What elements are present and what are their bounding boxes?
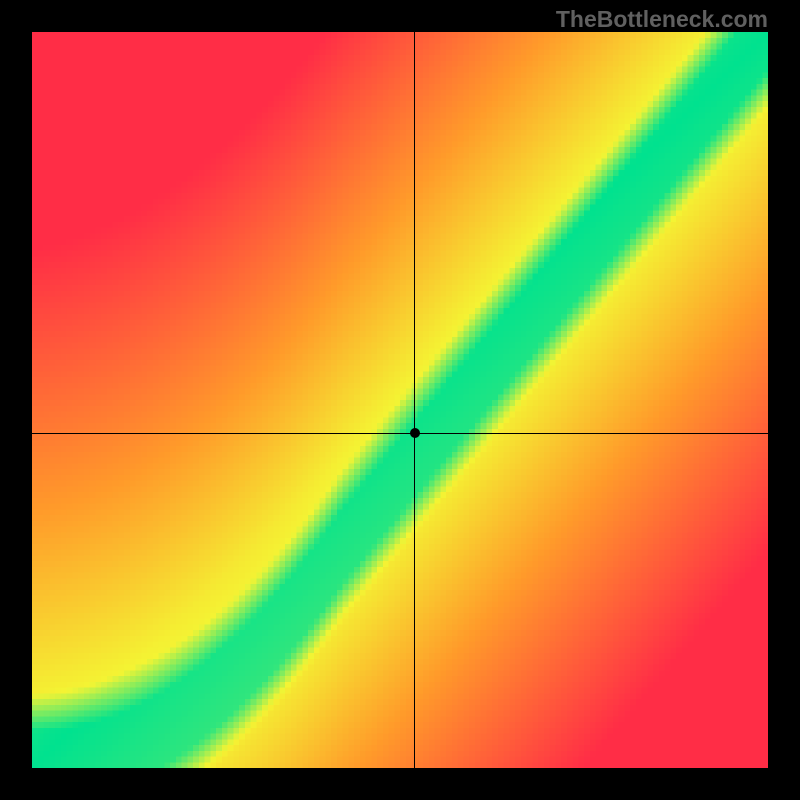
heatmap-canvas — [32, 32, 768, 768]
chart-frame: TheBottleneck.com — [0, 0, 800, 800]
heatmap-plot — [32, 32, 768, 768]
crosshair-vertical — [414, 32, 415, 768]
crosshair-marker — [410, 428, 420, 438]
watermark-text: TheBottleneck.com — [556, 6, 768, 33]
crosshair-horizontal — [32, 433, 768, 434]
